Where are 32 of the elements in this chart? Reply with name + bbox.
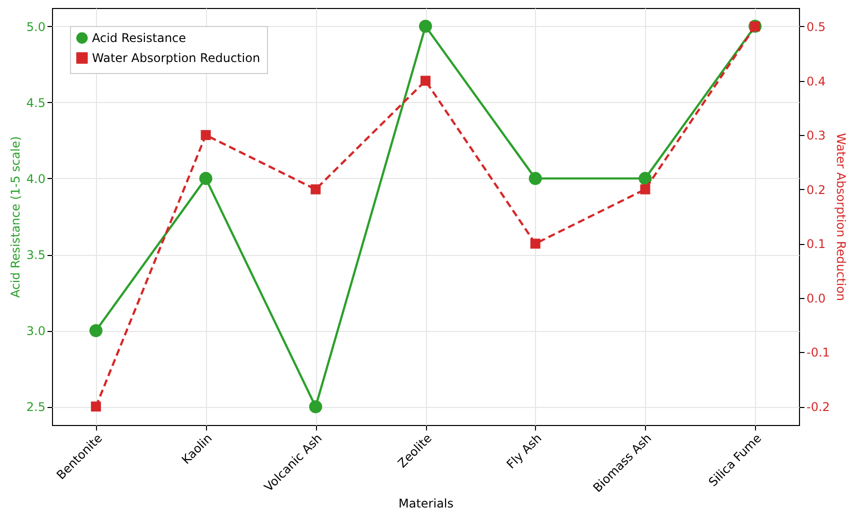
y2-tick-label: -0.2 — [806, 400, 830, 414]
y2-tick-label: 0.2 — [806, 182, 826, 197]
point — [640, 184, 650, 194]
point — [90, 402, 101, 412]
y2-tick-label: 0.1 — [806, 237, 826, 252]
point — [418, 20, 432, 33]
y-tick-label: 3.0 — [26, 324, 46, 338]
point — [89, 324, 102, 338]
point — [199, 172, 212, 185]
point — [309, 400, 322, 414]
y-tick-label: 4.5 — [26, 96, 46, 110]
y2-tick-label: 0.3 — [806, 128, 826, 143]
legend-label: Acid Resistance — [92, 31, 186, 45]
y2-tick-label: 0.4 — [806, 74, 826, 88]
y-tick-label: 5.0 — [26, 20, 46, 34]
y2-axis-title: Water Absorption Reduction — [834, 132, 848, 302]
y-tick-label: 3.5 — [26, 248, 46, 262]
point — [638, 172, 652, 185]
y2-tick-label: 0.0 — [806, 291, 826, 306]
y2-tick-label: -0.1 — [806, 346, 830, 360]
x-tick-label: Fly Ash — [504, 431, 544, 472]
point — [530, 238, 540, 249]
y-tick-label: 4.0 — [26, 172, 46, 186]
legend-label: Water Absorption Reduction — [92, 51, 260, 65]
y2-tick-label: 0.5 — [806, 20, 826, 34]
point — [200, 130, 211, 140]
x-axis-title: Materials — [398, 496, 454, 510]
y-axis-title: Acid Resistance (1-5 scale) — [8, 136, 22, 298]
point — [310, 184, 321, 194]
point — [528, 172, 542, 185]
y-tick-label: 2.5 — [26, 400, 46, 414]
point — [420, 76, 430, 86]
